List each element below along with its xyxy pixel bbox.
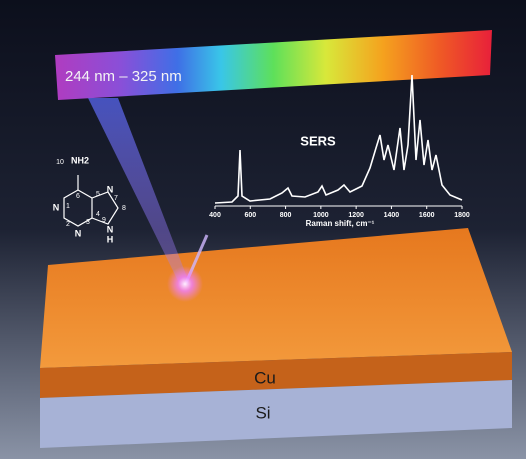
cu-label: Cu: [254, 368, 276, 387]
x-tick-label: 1600: [419, 212, 435, 219]
illustration: 244 nm – 325 nm SERS Raman shift, cm⁻¹ 1…: [0, 0, 526, 459]
atom-number: 10: [56, 159, 64, 166]
x-tick-label: 1200: [348, 212, 364, 219]
atom-number: 9: [102, 217, 106, 224]
atom-number: 1: [66, 203, 70, 210]
x-tick-label: 1800: [454, 212, 470, 219]
atom: N: [75, 228, 82, 238]
atom: N: [53, 202, 60, 212]
wavelength-label: 244 nm – 325 nm: [65, 68, 182, 85]
si-label: Si: [255, 403, 270, 422]
atom: N: [107, 224, 114, 234]
atom: NH2: [71, 155, 89, 165]
atom-number: 3: [86, 219, 90, 226]
laser-spot: [167, 266, 203, 302]
spectrum-title: SERS: [300, 133, 336, 148]
atom: N: [107, 184, 114, 194]
atom-number: 8: [122, 205, 126, 212]
atom-number: 4: [96, 211, 100, 218]
atom-number: 7: [114, 195, 118, 202]
x-tick-label: 800: [280, 212, 292, 219]
atom-number: 2: [66, 221, 70, 228]
atom: H: [107, 234, 114, 244]
atom-number: 6: [76, 193, 80, 200]
x-tick-label: 1400: [384, 212, 400, 219]
x-axis-label: Raman shift, cm⁻¹: [306, 219, 375, 228]
atom-number: 5: [96, 191, 100, 198]
x-tick-label: 1000: [313, 212, 329, 219]
x-tick-label: 400: [209, 212, 221, 219]
x-tick-label: 600: [244, 212, 256, 219]
